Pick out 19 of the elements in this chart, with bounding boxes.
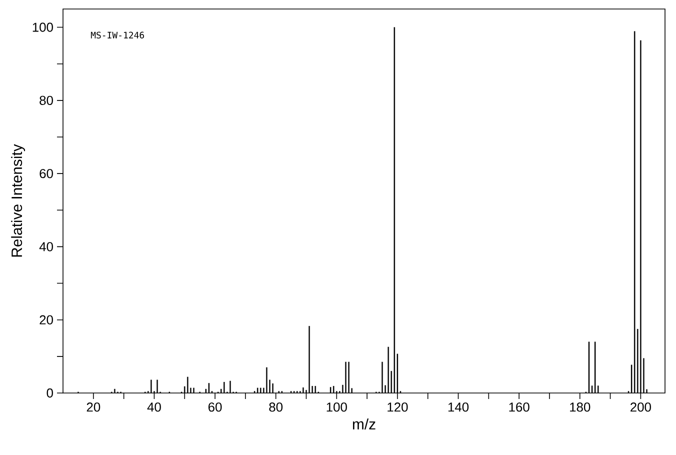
annotation: MS-IW-1246 bbox=[90, 32, 144, 38]
x-tick-label: 140 bbox=[448, 402, 469, 412]
x-tick-label: 80 bbox=[269, 402, 283, 412]
x-tick-label: 120 bbox=[388, 402, 408, 412]
x-tick-label: 100 bbox=[326, 402, 347, 412]
x-tick-label: 180 bbox=[570, 402, 590, 412]
x-axis-title: m/z bbox=[352, 418, 376, 430]
x-tick-label: 160 bbox=[509, 402, 530, 412]
y-tick-label: 20 bbox=[40, 315, 53, 324]
y-tick-label: 100 bbox=[32, 22, 53, 32]
x-tick-label: 40 bbox=[147, 402, 161, 412]
y-tick-label: 80 bbox=[40, 96, 53, 105]
y-axis-title: Relative Intensity bbox=[11, 144, 26, 257]
y-tick-label: 40 bbox=[39, 242, 53, 252]
x-tick-label: 200 bbox=[630, 402, 651, 412]
x-tick-label: 60 bbox=[208, 402, 222, 412]
y-tick-label: 0 bbox=[46, 388, 53, 398]
y-tick-label: 60 bbox=[40, 168, 53, 178]
x-tick-label: 20 bbox=[86, 402, 100, 412]
